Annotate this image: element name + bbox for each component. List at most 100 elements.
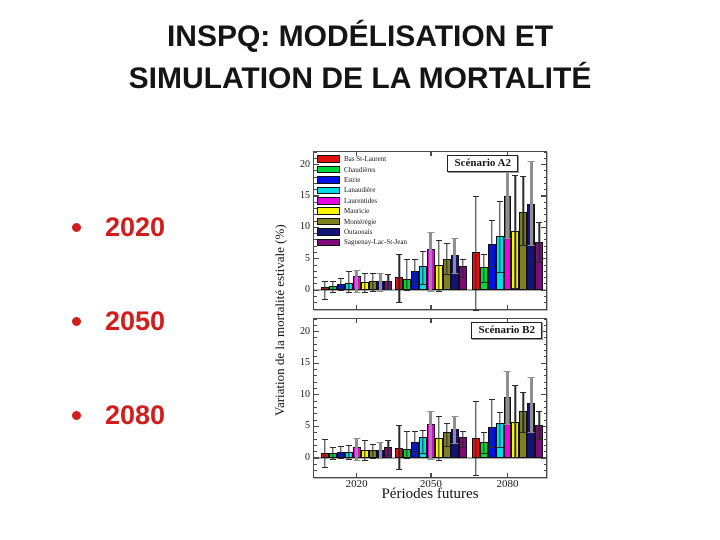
x-tick-mark — [430, 305, 432, 309]
legend-label-Laurentides: Laurentides — [344, 196, 378, 205]
legend-label-Outaouais: Outaouais — [344, 227, 373, 236]
legend-label-Bas St-Laurent: Bas St-Laurent — [344, 155, 387, 164]
y-minor-tick-mark — [543, 170, 546, 172]
y-minor-tick-mark — [314, 375, 317, 377]
legend-item-Montérégie: Montérégie — [317, 216, 407, 226]
legend-label-Estrie: Estrie — [344, 175, 361, 184]
legend-swatch-Lanaudière — [317, 186, 340, 195]
y-minor-tick-mark — [314, 151, 317, 153]
errorbar-Estrie-2050 — [412, 258, 419, 286]
y-tick-mark — [541, 289, 546, 291]
y-minor-tick-mark — [314, 337, 317, 339]
y-minor-tick-mark — [543, 270, 546, 272]
y-minor-tick-mark — [314, 270, 317, 272]
y-minor-tick-mark — [314, 381, 317, 383]
y-minor-tick-mark — [543, 476, 546, 478]
legend-swatch-Chaudières — [317, 165, 340, 174]
x-tick-mark — [506, 152, 509, 156]
errorbar-Laurentides-2080 — [503, 371, 511, 425]
y-minor-tick-mark — [314, 208, 317, 210]
y-minor-tick-mark — [543, 220, 546, 222]
errorbar-Lanaudière-2050 — [419, 429, 426, 455]
bar-group-2050 — [395, 152, 467, 309]
bar-group-2020 — [320, 152, 393, 309]
x-tick-label-2080: 2080 — [496, 478, 519, 490]
chart-panel-a2: 0 5 10 15 20 Scénario A2 Bas St-Laurent Chaudiè… — [300, 151, 547, 311]
chart-y-axis-label: Variation de la mortalité estivale (%) — [272, 224, 287, 416]
legend-item-Saguenay-Lac-St-Jean: Saguenay-Lac-St-Jean — [317, 237, 407, 247]
legend-item-Bas St-Laurent: Bas St-Laurent — [317, 154, 407, 164]
errorbar-Montérégie-2050 — [443, 243, 450, 275]
errorbar-Lanaudière-2020 — [345, 271, 352, 294]
bullet-list: 2020 2050 2080 — [72, 212, 165, 494]
y-tick-mark — [314, 226, 319, 228]
y-minor-tick-mark — [314, 451, 317, 453]
y-minor-tick-mark — [543, 337, 546, 339]
y-minor-tick-mark — [314, 369, 317, 371]
y-minor-tick-mark — [314, 343, 317, 345]
y-minor-tick-mark — [314, 176, 317, 178]
bar-group-2020 — [320, 319, 393, 477]
y-tick-mark — [314, 289, 319, 291]
y-minor-tick-mark — [314, 157, 317, 159]
legend-swatch-Saguenay-Lac-St-Jean — [317, 238, 340, 247]
y-tick-mark — [541, 425, 546, 428]
y-minor-tick-mark — [543, 308, 546, 310]
errorbar-Lanaudière-2080 — [496, 411, 503, 449]
errorbar-Bas St-Laurent-2050 — [396, 253, 403, 304]
chart-legend: Bas St-Laurent Chaudières Estrie Lanaudière… — [317, 154, 407, 248]
y-minor-tick-mark — [314, 182, 317, 184]
errorbar-Mauricie-2020 — [361, 440, 368, 462]
y-minor-tick-mark — [543, 356, 546, 358]
y-tick-label-5: 5 — [305, 252, 310, 264]
y-minor-tick-mark — [314, 308, 317, 310]
legend-label-Mauricie: Mauricie — [344, 207, 370, 216]
bullet-label: 2020 — [105, 211, 166, 242]
errorbar-Chaudières-2080 — [480, 432, 487, 454]
x-tick-mark — [506, 473, 509, 477]
y-minor-tick-mark — [543, 208, 546, 210]
y-minor-tick-mark — [543, 264, 546, 266]
errorbar-Montérégie-2080 — [520, 175, 527, 247]
y-minor-tick-mark — [314, 438, 317, 440]
y-minor-tick-mark — [314, 419, 317, 421]
legend-item-Lanaudière: Lanaudière — [317, 185, 407, 195]
errorbar-Outaouais-2080 — [527, 376, 535, 433]
y-tick-mark — [541, 195, 546, 197]
bullet-item-2080: 2080 — [72, 400, 165, 430]
y-minor-tick-mark — [543, 451, 546, 453]
y-minor-tick-mark — [543, 302, 546, 304]
y-minor-tick-mark — [314, 245, 317, 247]
y-minor-tick-mark — [543, 283, 546, 285]
y-minor-tick-mark — [543, 214, 546, 216]
errorbar-Montérégie-2020 — [369, 443, 376, 459]
y-tick-mark — [314, 163, 319, 166]
bar-group-2080 — [471, 319, 544, 477]
y-tick-label-0: 0 — [305, 452, 310, 464]
y-minor-tick-mark — [543, 295, 546, 297]
y-tick-mark — [314, 258, 319, 260]
y-minor-tick-mark — [543, 151, 546, 153]
errorbar-Saguenay-Lac-St-Jean-2050 — [459, 258, 466, 278]
y-tick-label-20: 20 — [300, 325, 310, 337]
y-tick-label-5: 5 — [305, 420, 310, 432]
y-minor-tick-mark — [314, 264, 317, 266]
y-minor-tick-mark — [314, 189, 317, 191]
legend-item-Outaouais: Outaouais — [317, 227, 407, 237]
y-minor-tick-mark — [543, 277, 546, 279]
y-tick-mark — [541, 394, 546, 396]
chart-panel-b2: 0 5 10 15 20 2020 2050 2080 Scénario B2 — [300, 318, 547, 490]
errorbar-Saguenay-Lac-St-Jean-2080 — [536, 411, 543, 440]
y-tick-mark — [314, 362, 319, 364]
errorbar-Bas St-Laurent-2050 — [396, 425, 403, 470]
y-minor-tick-mark — [543, 406, 546, 408]
y-minor-tick-mark — [314, 400, 317, 402]
errorbar-Outaouais-2020 — [376, 442, 384, 460]
y-minor-tick-mark — [314, 463, 317, 465]
y-minor-tick-mark — [543, 419, 546, 421]
errorbar-Mauricie-2050 — [435, 239, 442, 293]
errorbar-Outaouais-2050 — [451, 416, 459, 445]
y-tick-mark — [541, 362, 546, 364]
y-minor-tick-mark — [543, 388, 546, 390]
x-tick-mark — [430, 152, 432, 156]
